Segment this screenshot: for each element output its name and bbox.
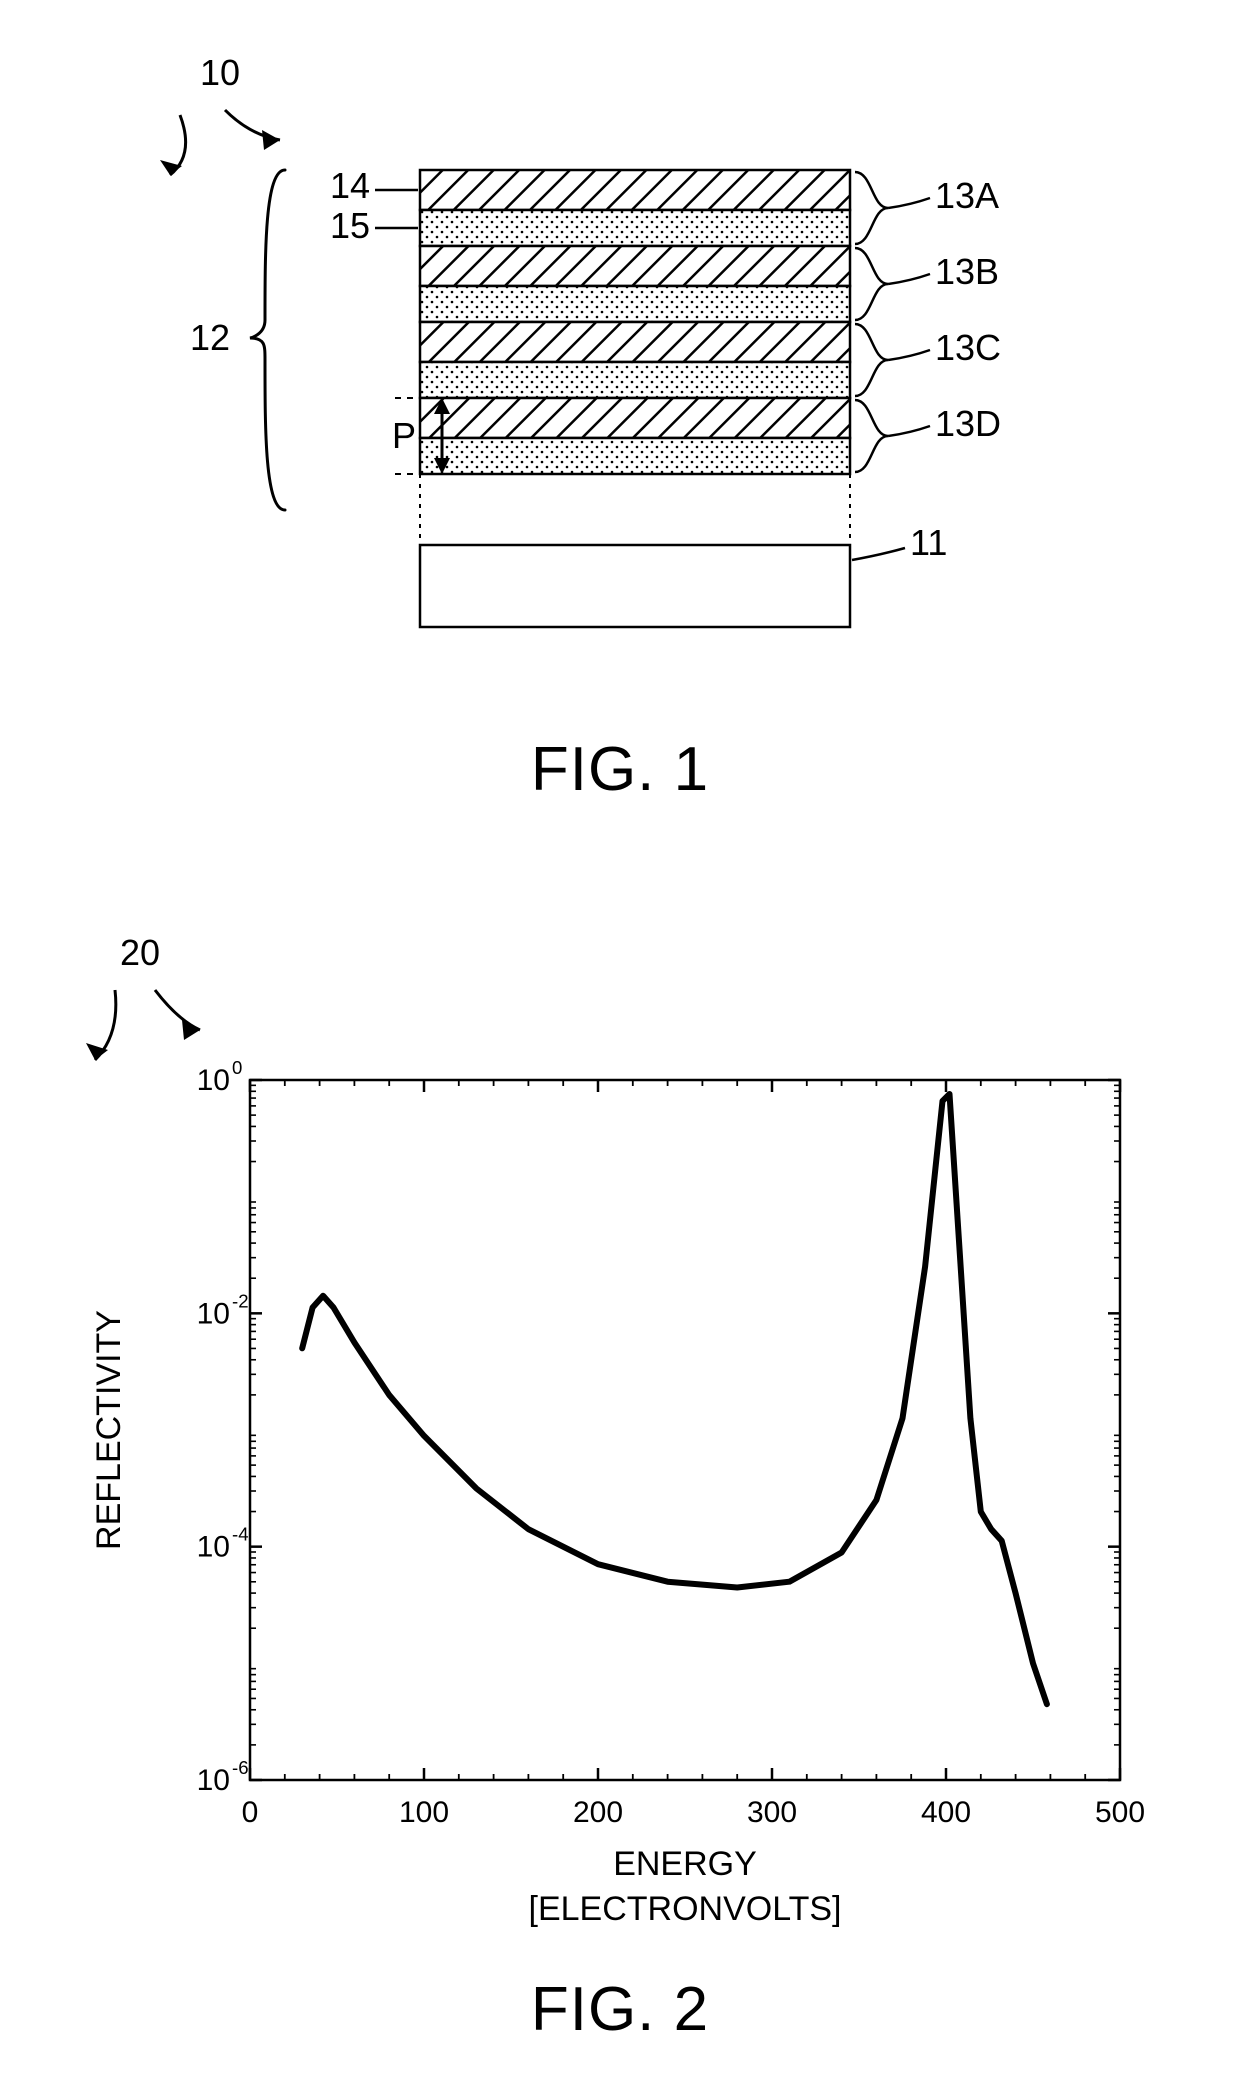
fig2-svg: 20 010020030040050010-610-410-2100ENERGY…	[0, 900, 1240, 2097]
ytick-label: 10	[197, 1064, 230, 1097]
ytick-exp: -2	[232, 1290, 249, 1311]
ytick-label: 10	[197, 1531, 230, 1564]
fig1-ref-13B: 13B	[935, 251, 999, 292]
multilayer-stack	[420, 170, 850, 627]
layer-dot-3	[420, 362, 850, 398]
ytick-exp: -6	[232, 1757, 249, 1778]
ylabel: REFLECTIVITY	[90, 1310, 128, 1550]
layer-14	[420, 170, 850, 210]
fig1-ref-13C: 13C	[935, 327, 1001, 368]
xtick-label: 0	[242, 1796, 259, 1829]
xtick-label: 500	[1095, 1796, 1145, 1829]
plot-frame	[250, 1080, 1120, 1780]
ytick-exp: -4	[232, 1524, 249, 1545]
ytick-label: 10	[197, 1297, 230, 1330]
layer-dot-4	[420, 438, 850, 474]
fig1-ref-13D: 13D	[935, 403, 1001, 444]
layer-hatch-2	[420, 246, 850, 286]
xlabel2: [ELECTRONVOLTS]	[529, 1890, 842, 1928]
xtick-label: 400	[921, 1796, 971, 1829]
fig1-caption: FIG. 1	[531, 735, 709, 804]
fig1-ref-12: 12	[190, 317, 230, 358]
layer-dot-2	[420, 286, 850, 322]
xlabel1: ENERGY	[613, 1845, 757, 1883]
brace-12	[250, 170, 285, 510]
page: 10 12 14	[0, 0, 1240, 2097]
xtick-label: 300	[747, 1796, 797, 1829]
xtick-label: 100	[399, 1796, 449, 1829]
ytick-exp: 0	[232, 1057, 242, 1078]
plot: 010020030040050010-610-410-2100ENERGY[EL…	[90, 1057, 1145, 1928]
fig1-period-label: P	[392, 415, 416, 456]
right-braces: 13A 13B 13C 13D	[855, 172, 1001, 472]
leader-11	[852, 548, 905, 560]
fig1-ref-13A: 13A	[935, 175, 999, 216]
layer-hatch-4	[420, 398, 850, 438]
fig1-ref-11: 11	[910, 522, 947, 563]
fig2-ref-20: 20	[120, 932, 160, 973]
fig1-svg: 10 12 14	[0, 0, 1240, 900]
fig1-ref-15: 15	[330, 205, 370, 246]
ytick-label: 10	[197, 1764, 230, 1797]
layer-hatch-3	[420, 322, 850, 362]
substrate	[420, 545, 850, 627]
fig1-ref-10: 10	[200, 52, 240, 93]
layer-15	[420, 210, 850, 246]
fig1-ref-14: 14	[330, 165, 370, 206]
xtick-label: 200	[573, 1796, 623, 1829]
fig2-caption: FIG. 2	[531, 1975, 709, 2044]
